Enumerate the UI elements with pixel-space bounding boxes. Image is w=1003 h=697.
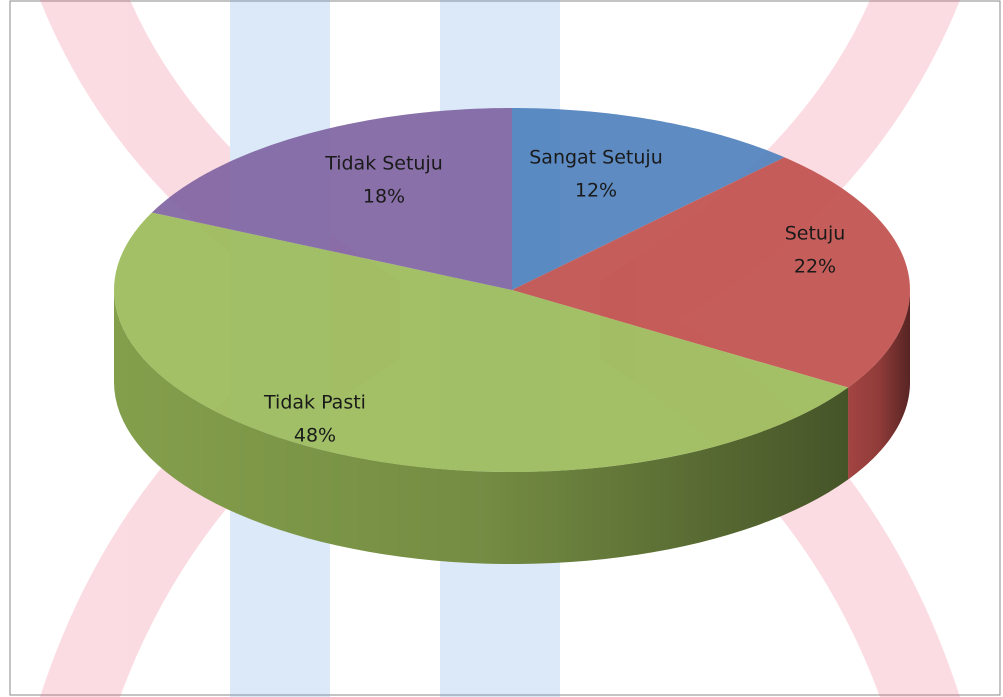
data-label-name: Tidak Pasti — [263, 392, 366, 414]
slice — [512, 157, 910, 388]
slice — [151, 108, 512, 290]
slice-side-shade — [848, 290, 910, 480]
slice — [114, 212, 849, 472]
data-label-name: Tidak Setuju — [324, 153, 443, 175]
data-label-value: 18% — [363, 186, 405, 208]
pie — [114, 108, 910, 564]
data-label-name: Sangat Setuju — [529, 147, 663, 169]
slice — [512, 108, 785, 290]
data-label-value: 48% — [294, 425, 336, 447]
data-label-value: 22% — [794, 256, 836, 278]
data-label-name: Setuju — [785, 223, 846, 245]
data-label-value: 12% — [575, 180, 617, 202]
slice-side-shade — [114, 290, 849, 564]
